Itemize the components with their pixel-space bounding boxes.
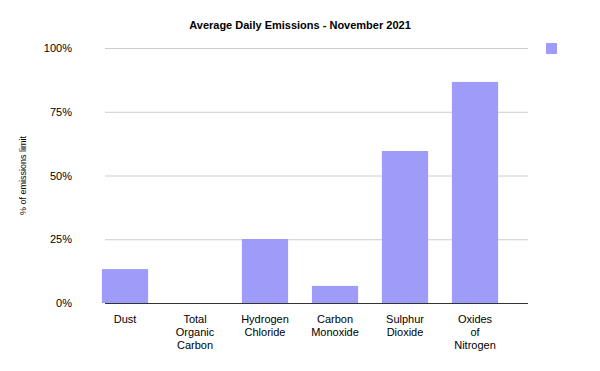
x-tick-label-line: Total <box>183 313 206 325</box>
x-tick-label-line: Chloride <box>245 326 286 338</box>
y-tick-label: 25% <box>50 233 72 245</box>
x-tick: TotalOrganicCarbon <box>176 303 215 351</box>
x-axis-line <box>105 303 528 304</box>
bar <box>452 82 498 303</box>
x-tick: Dust <box>114 303 137 325</box>
legend-swatch <box>546 43 557 54</box>
chart: Average Daily Emissions - November 2021%… <box>0 0 600 371</box>
x-tick-label: OxidesofNitrogen <box>454 313 496 351</box>
x-tick-label-line: Sulphur <box>386 313 424 325</box>
x-tick: SulphurDioxide <box>386 303 424 338</box>
x-tick-label-line: of <box>470 326 480 338</box>
bar <box>102 269 148 303</box>
x-axis: DustTotalOrganicCarbonHydrogenChlorideCa… <box>105 303 528 351</box>
y-tick-label: 50% <box>50 170 72 182</box>
x-tick-label-line: Carbon <box>177 339 213 351</box>
x-tick: HydrogenChloride <box>241 303 289 338</box>
x-tick-label-line: Carbon <box>317 313 353 325</box>
y-tick-label: 100% <box>44 42 72 54</box>
bar <box>382 151 428 303</box>
x-tick-label: TotalOrganicCarbon <box>176 313 215 351</box>
bar <box>312 286 358 303</box>
bar <box>172 303 218 304</box>
y-tick-label: 75% <box>50 106 72 118</box>
x-tick-label-line: Monoxide <box>311 326 359 338</box>
x-tick-label-line: Hydrogen <box>241 313 289 325</box>
x-tick-label-line: Organic <box>176 326 215 338</box>
x-tick-label-line: Dust <box>114 313 137 325</box>
y-axis-title: % of emissions limit <box>18 135 28 215</box>
chart-title: Average Daily Emissions - November 2021 <box>189 19 411 31</box>
background <box>0 0 600 371</box>
bars <box>102 82 498 303</box>
x-tick-label: HydrogenChloride <box>241 313 289 338</box>
y-tick-label: 0% <box>56 297 72 309</box>
x-tick: CarbonMonoxide <box>311 303 359 338</box>
x-tick: OxidesofNitrogen <box>454 303 496 351</box>
x-tick-label: Dust <box>114 313 137 325</box>
x-tick-label-line: Nitrogen <box>454 339 496 351</box>
x-tick-label-line: Dioxide <box>387 326 424 338</box>
bar <box>242 239 288 303</box>
x-tick-label-line: Oxides <box>458 313 493 325</box>
grid-line <box>105 48 528 49</box>
x-tick-label: CarbonMonoxide <box>311 313 359 338</box>
grid-line <box>105 303 528 304</box>
x-tick-label: SulphurDioxide <box>386 313 424 338</box>
y-tick: 100% <box>44 42 528 54</box>
y-axis: 0% 25% 50% 75% 100% <box>44 42 528 309</box>
